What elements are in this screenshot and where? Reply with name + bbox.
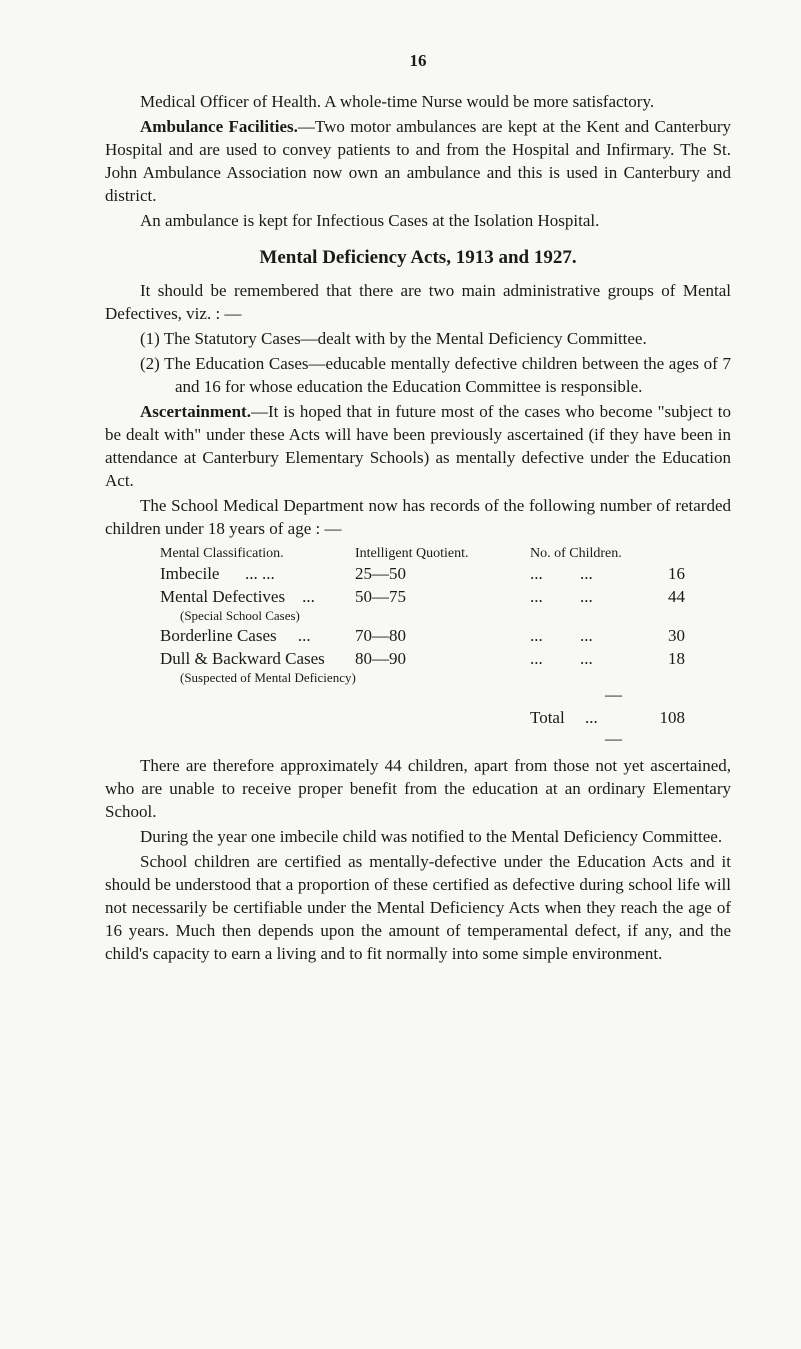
list-item-2: (2) The Education Cases—educable mentall… [105,353,731,399]
row-quotient: 50—75 [355,586,530,609]
row-label: Dull & Backward Cases [160,648,355,671]
dots: ... [580,648,635,671]
text: Medical Officer of Health. A whole-time … [140,92,654,111]
ascertainment-label: Ascertainment. [140,402,251,421]
dots: ... [530,563,580,586]
total-label: Total [530,707,585,730]
row-label: Imbecile ... ... [160,563,355,586]
paragraph-ambulance-infectious: An ambulance is kept for Infectious Case… [105,210,731,233]
table-row: Imbecile ... ... 25—50 ... ... 16 [105,563,731,586]
dots: ... [302,587,315,606]
dots: ... [580,586,635,609]
spacer [160,707,530,730]
section-heading-mental-deficiency: Mental Deficiency Acts, 1913 and 1927. [105,245,731,271]
paragraph-admin-groups: It should be remembered that there are t… [105,280,731,326]
row-count: 18 [635,648,685,671]
paragraph-ambulance-facilities: Ambulance Facilities.—Two motor ambulanc… [105,116,731,208]
total-value: 108 [635,707,685,730]
total-row: Total ... 108 [105,707,731,730]
paragraph-school-medical: The School Medical Department now has re… [105,495,731,541]
page-number: 16 [105,50,731,73]
text: Borderline Cases [160,626,277,645]
dots: ... [530,586,580,609]
row-quotient: 70—80 [355,625,530,648]
header-col3: No. of Children. [530,545,670,564]
row-quotient: 25—50 [355,563,530,586]
dots: ... [530,625,580,648]
row-count: 16 [635,563,685,586]
dots: ... ... [245,564,275,583]
dots: ... [585,707,635,730]
header-col1: Mental Classification. [160,545,355,564]
dots: ... [298,626,311,645]
table-row: Mental Defectives ... 50—75 ... ... 44 [105,586,731,609]
row-count: 30 [635,625,685,648]
paragraph-during-year: During the year one imbecile child was n… [105,826,731,849]
header-col2: Intelligent Quotient. [355,545,530,564]
table-header: Mental Classification. Intelligent Quoti… [105,545,731,564]
row-quotient: 80—90 [355,648,530,671]
text: Imbecile [160,564,219,583]
paragraph-therefore: There are therefore approximately 44 chi… [105,755,731,824]
row-note: (Special School Cases) [105,607,731,625]
text: Mental Defectives [160,587,285,606]
dash: — [105,728,731,751]
dots: ... [580,625,635,648]
classification-table: Mental Classification. Intelligent Quoti… [105,545,731,752]
row-label: Mental Defectives ... [160,586,355,609]
dash: — [105,684,731,707]
ambulance-facilities-label: Ambulance Facilities. [140,117,298,136]
dots: ... [580,563,635,586]
paragraph-medical-officer: Medical Officer of Health. A whole-time … [105,91,731,114]
row-label: Borderline Cases ... [160,625,355,648]
row-count: 44 [635,586,685,609]
paragraph-school-children: School children are certified as mentall… [105,851,731,966]
list-item-1: (1) The Statutory Cases—dealt with by th… [105,328,731,351]
table-row: Dull & Backward Cases 80—90 ... ... 18 [105,648,731,671]
paragraph-ascertainment: Ascertainment.—It is hoped that in futur… [105,401,731,493]
table-row: Borderline Cases ... 70—80 ... ... 30 [105,625,731,648]
dots: ... [530,648,580,671]
